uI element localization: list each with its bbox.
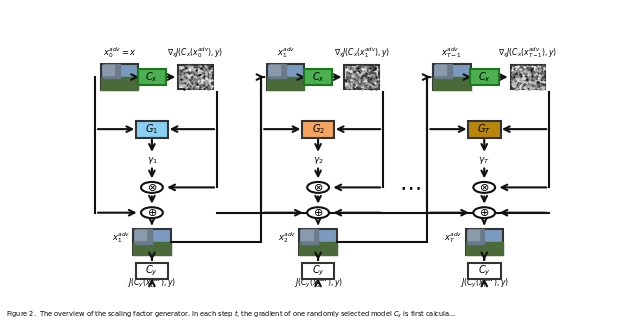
Text: $\cdots$: $\cdots$: [399, 177, 420, 197]
Bar: [135, 231, 147, 240]
Bar: [269, 65, 280, 75]
Text: $\gamma_1$: $\gamma_1$: [147, 155, 157, 166]
Bar: [268, 77, 305, 90]
FancyBboxPatch shape: [511, 65, 545, 89]
Text: $\nabla_x J(C_x(x_0^{adv}), y)$: $\nabla_x J(C_x(x_0^{adv}), y)$: [168, 45, 224, 60]
Text: $x_1^{adv}$: $x_1^{adv}$: [276, 45, 295, 60]
Text: $\otimes$: $\otimes$: [479, 182, 490, 193]
Circle shape: [307, 182, 329, 193]
FancyBboxPatch shape: [302, 263, 334, 279]
Text: $x_T^{adv}$: $x_T^{adv}$: [444, 231, 463, 245]
FancyBboxPatch shape: [468, 120, 500, 138]
Text: $x_1^{adv}$: $x_1^{adv}$: [112, 231, 131, 245]
Text: $C_x$: $C_x$: [312, 70, 324, 84]
Bar: [133, 242, 170, 255]
FancyBboxPatch shape: [136, 263, 168, 279]
Bar: [433, 77, 470, 90]
Text: $\oplus$: $\oplus$: [147, 207, 157, 218]
Bar: [435, 65, 447, 75]
FancyBboxPatch shape: [344, 65, 379, 89]
FancyBboxPatch shape: [133, 230, 170, 255]
Text: $J(C_y(x_T^{adv}), y)$: $J(C_y(x_T^{adv}), y)$: [460, 275, 509, 289]
Text: $\gamma_2$: $\gamma_2$: [313, 155, 323, 166]
Bar: [467, 230, 484, 244]
Text: $x_2^{adv}$: $x_2^{adv}$: [278, 231, 296, 245]
Text: $\otimes$: $\otimes$: [313, 182, 323, 193]
Text: $C_y$: $C_y$: [145, 264, 158, 278]
Text: $C_y$: $C_y$: [312, 264, 324, 278]
Bar: [301, 231, 312, 240]
Bar: [135, 230, 152, 244]
Text: $\nabla_x J(C_x(x_1^{adv}), y)$: $\nabla_x J(C_x(x_1^{adv}), y)$: [333, 45, 390, 60]
FancyBboxPatch shape: [468, 263, 500, 279]
Bar: [466, 242, 503, 255]
FancyBboxPatch shape: [136, 120, 168, 138]
Circle shape: [474, 207, 495, 218]
Circle shape: [141, 207, 163, 218]
Text: $J(C_y(x_2^{adv}), y)$: $J(C_y(x_2^{adv}), y)$: [294, 275, 342, 289]
FancyBboxPatch shape: [138, 69, 166, 85]
Text: $x_{T-1}^{adv}$: $x_{T-1}^{adv}$: [442, 45, 463, 60]
FancyBboxPatch shape: [268, 64, 305, 90]
Bar: [300, 242, 337, 255]
Text: $G_2$: $G_2$: [312, 122, 324, 136]
FancyBboxPatch shape: [101, 64, 138, 90]
Text: $\oplus$: $\oplus$: [313, 207, 323, 218]
Text: $C_x$: $C_x$: [145, 70, 158, 84]
Text: $\nabla_x J(C_x(x_{T-1}^{adv}), y)$: $\nabla_x J(C_x(x_{T-1}^{adv}), y)$: [499, 45, 557, 60]
Text: $\gamma_T$: $\gamma_T$: [479, 155, 490, 166]
Text: $J(C_y(x_1^{adv}), y)$: $J(C_y(x_1^{adv}), y)$: [127, 275, 177, 289]
Text: $\oplus$: $\oplus$: [479, 207, 490, 218]
Bar: [101, 77, 138, 90]
Bar: [103, 65, 114, 75]
Circle shape: [141, 182, 163, 193]
Text: $x_0^{adv} = x$: $x_0^{adv} = x$: [102, 45, 137, 60]
Text: $C_y$: $C_y$: [478, 264, 491, 278]
Text: $\otimes$: $\otimes$: [147, 182, 157, 193]
Bar: [301, 230, 318, 244]
Bar: [103, 64, 120, 78]
Bar: [467, 231, 479, 240]
Circle shape: [474, 182, 495, 193]
Text: $G_T$: $G_T$: [477, 122, 492, 136]
FancyBboxPatch shape: [470, 69, 499, 85]
FancyBboxPatch shape: [433, 64, 470, 90]
Text: $G_1$: $G_1$: [145, 122, 159, 136]
Text: Figure 2.  The overview of the scaling factor generator. In each step $t$, the g: Figure 2. The overview of the scaling fa…: [6, 309, 456, 320]
FancyBboxPatch shape: [302, 120, 334, 138]
FancyBboxPatch shape: [304, 69, 332, 85]
FancyBboxPatch shape: [300, 230, 337, 255]
Bar: [269, 64, 286, 78]
FancyBboxPatch shape: [178, 65, 213, 89]
FancyBboxPatch shape: [466, 230, 503, 255]
Circle shape: [307, 207, 329, 218]
Bar: [435, 64, 452, 78]
Text: $C_x$: $C_x$: [478, 70, 491, 84]
